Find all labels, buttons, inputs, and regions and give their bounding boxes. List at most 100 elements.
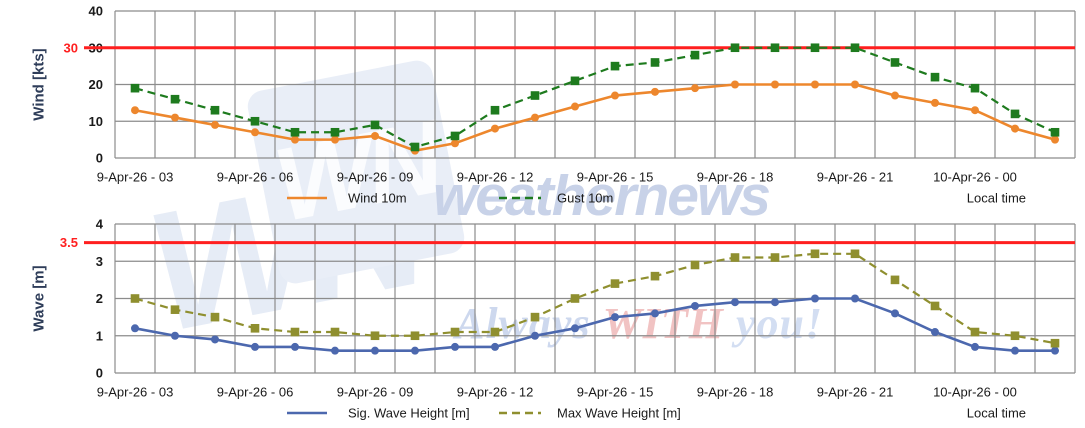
marker-gust-10m bbox=[130, 83, 140, 93]
marker-sig-wave-height-m bbox=[611, 313, 619, 322]
marker-wind-10m bbox=[731, 80, 739, 89]
marker-gust-10m bbox=[210, 105, 220, 115]
y-tick-label: 2 bbox=[96, 291, 103, 306]
marker-wind-10m bbox=[331, 135, 339, 144]
marker-wind-10m bbox=[371, 131, 379, 140]
series-line-sig-wave-height-m bbox=[134, 297, 1055, 352]
x-tick-label: 10-Apr-26 - 00 bbox=[933, 170, 1017, 185]
y-tick-label: 10 bbox=[89, 114, 103, 129]
marker-sig-wave-height-m bbox=[451, 342, 459, 351]
x-tick-label: 10-Apr-26 - 00 bbox=[933, 385, 1017, 400]
x-tick-label: 9-Apr-26 - 09 bbox=[337, 385, 414, 400]
marker-wind-10m bbox=[851, 80, 859, 89]
local-time-label: Local time bbox=[967, 191, 1026, 206]
y-tick-label: 4 bbox=[96, 217, 104, 232]
x-tick-label: 9-Apr-26 - 06 bbox=[217, 385, 294, 400]
marker-gust-10m bbox=[250, 116, 260, 126]
marker-sig-wave-height-m bbox=[971, 342, 979, 351]
marker-gust-10m bbox=[650, 58, 660, 67]
marker-wind-10m bbox=[1051, 135, 1059, 144]
marker-max-wave-height-m bbox=[770, 253, 780, 262]
marker-gust-10m bbox=[370, 120, 380, 130]
axis-title: Wave [m] bbox=[31, 265, 48, 331]
marker-sig-wave-height-m bbox=[1051, 346, 1059, 355]
marker-sig-wave-height-m bbox=[171, 331, 179, 340]
marker-sig-wave-height-m bbox=[691, 301, 699, 310]
x-tick-label: 9-Apr-26 - 21 bbox=[817, 170, 894, 185]
x-tick-label: 9-Apr-26 - 21 bbox=[817, 385, 894, 400]
marker-wind-10m bbox=[891, 91, 899, 100]
x-tick-label: 9-Apr-26 - 03 bbox=[97, 170, 174, 185]
marker-max-wave-height-m bbox=[530, 312, 540, 322]
marker-wind-10m bbox=[131, 106, 139, 115]
marker-max-wave-height-m bbox=[450, 327, 460, 337]
marker-max-wave-height-m bbox=[130, 294, 140, 303]
y-tick-label: 1 bbox=[96, 328, 103, 343]
marker-gust-10m bbox=[970, 83, 980, 93]
marker-sig-wave-height-m bbox=[651, 309, 659, 318]
marker-sig-wave-height-m bbox=[571, 324, 579, 333]
marker-wind-10m bbox=[931, 98, 939, 107]
legend-label-wind-10m: Wind 10m bbox=[348, 191, 407, 206]
marker-max-wave-height-m bbox=[610, 279, 620, 288]
x-tick-label: 9-Apr-26 - 15 bbox=[577, 385, 654, 400]
marker-wind-10m bbox=[651, 87, 659, 96]
marker-gust-10m bbox=[610, 61, 620, 71]
marker-max-wave-height-m bbox=[1010, 331, 1020, 341]
marker-gust-10m bbox=[1010, 109, 1020, 119]
marker-wind-10m bbox=[491, 124, 499, 133]
marker-sig-wave-height-m bbox=[531, 331, 539, 340]
marker-max-wave-height-m bbox=[570, 294, 580, 303]
legend-label-max-wave-height-m: Max Wave Height [m] bbox=[557, 406, 681, 421]
marker-max-wave-height-m bbox=[250, 324, 260, 333]
x-tick-label: 9-Apr-26 - 09 bbox=[337, 170, 414, 185]
marker-wind-10m bbox=[291, 135, 299, 144]
marker-max-wave-height-m bbox=[890, 275, 900, 285]
x-tick-label: 9-Apr-26 - 15 bbox=[577, 170, 654, 185]
marker-wind-10m bbox=[691, 84, 699, 93]
threshold-label: 30 bbox=[64, 40, 78, 55]
marker-gust-10m bbox=[330, 127, 340, 137]
y-tick-label: 20 bbox=[89, 77, 103, 92]
marker-sig-wave-height-m bbox=[251, 342, 259, 351]
marker-sig-wave-height-m bbox=[371, 346, 379, 355]
marker-gust-10m bbox=[810, 43, 820, 53]
marker-wind-10m bbox=[611, 91, 619, 100]
marker-gust-10m bbox=[490, 105, 500, 115]
y-tick-label: 0 bbox=[96, 366, 103, 381]
marker-sig-wave-height-m bbox=[731, 298, 739, 307]
marker-max-wave-height-m bbox=[490, 327, 500, 337]
marker-sig-wave-height-m bbox=[1011, 346, 1019, 355]
marker-gust-10m bbox=[850, 43, 860, 53]
marker-sig-wave-height-m bbox=[291, 342, 299, 351]
x-tick-label: 9-Apr-26 - 12 bbox=[457, 385, 534, 400]
local-time-label: Local time bbox=[967, 406, 1026, 421]
marker-max-wave-height-m bbox=[370, 331, 380, 341]
marker-wind-10m bbox=[531, 113, 539, 122]
marker-gust-10m bbox=[530, 91, 540, 100]
marker-gust-10m bbox=[170, 94, 180, 104]
threshold-label: 3.5 bbox=[60, 235, 78, 250]
marker-max-wave-height-m bbox=[930, 301, 940, 311]
x-tick-label: 9-Apr-26 - 03 bbox=[97, 385, 174, 400]
marker-max-wave-height-m bbox=[410, 331, 420, 341]
marker-sig-wave-height-m bbox=[331, 346, 339, 355]
y-tick-label: 40 bbox=[89, 4, 103, 19]
x-tick-label: 9-Apr-26 - 12 bbox=[457, 170, 534, 185]
wave-panel: 0 1 2 3 4 3.5 9-Apr-26 - 03 9-Apr-26 - 06 9-Apr-… bbox=[31, 217, 1076, 421]
x-tick-label: 9-Apr-26 - 18 bbox=[697, 170, 774, 185]
marker-wind-10m bbox=[971, 106, 979, 115]
x-tick-label: 9-Apr-26 - 18 bbox=[697, 385, 774, 400]
marker-sig-wave-height-m bbox=[131, 324, 139, 333]
marker-wind-10m bbox=[251, 128, 259, 137]
marker-sig-wave-height-m bbox=[411, 346, 419, 355]
marker-sig-wave-height-m bbox=[211, 335, 219, 344]
marker-sig-wave-height-m bbox=[931, 328, 939, 337]
marker-wind-10m bbox=[1011, 124, 1019, 133]
marker-gust-10m bbox=[450, 131, 460, 141]
legend-label-sig-wave-height-m: Sig. Wave Height [m] bbox=[348, 406, 470, 421]
marker-max-wave-height-m bbox=[730, 253, 740, 262]
